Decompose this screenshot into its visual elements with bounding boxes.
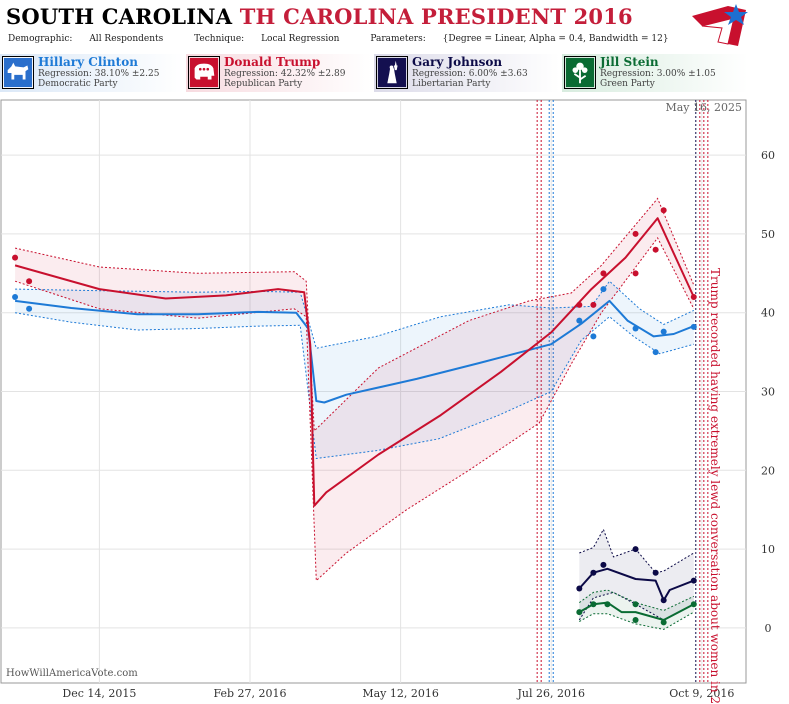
poll-chart: 0 10 20 30 40 50 60 Dec 14, 2015 Feb 27, 2016 May… — [0, 99, 775, 704]
candidate-party: Libertarian Party — [412, 79, 491, 89]
data-point — [576, 317, 583, 324]
y-tick-label: 30 — [761, 386, 775, 399]
y-tick-label: 60 — [761, 149, 775, 162]
candidate-name: Hillary Clinton — [38, 55, 138, 69]
y-tick-label: 40 — [761, 307, 775, 320]
data-point — [590, 569, 597, 576]
elephant-icon — [188, 56, 220, 89]
parameters-label: Parameters: — [370, 34, 426, 44]
series-line — [14, 299, 695, 404]
data-point — [600, 561, 607, 568]
data-point — [12, 254, 19, 261]
title-state: SOUTH CAROLINA — [6, 4, 233, 29]
y-tick-label: 10 — [761, 543, 775, 556]
legend-item-johnson: Gary Johnson Regression: 6.00% ±3.63 Lib… — [374, 54, 560, 92]
demographic-label: Demographic: — [8, 34, 73, 44]
data-point — [690, 293, 697, 300]
data-point — [632, 601, 639, 608]
demographic-value: All Respondents — [89, 34, 164, 44]
data-point — [660, 619, 667, 626]
candidate-party: Green Party — [600, 79, 655, 89]
data-point — [576, 609, 583, 616]
date-label: May 16, 2025 — [665, 101, 742, 114]
flower-icon — [564, 56, 596, 89]
data-point — [26, 305, 33, 312]
confidence-band — [15, 281, 694, 459]
y-tick-label: 20 — [761, 464, 775, 477]
data-point — [660, 328, 667, 335]
event-annotation: Trump recorded having extremely lewd con… — [708, 268, 722, 704]
upper-bound-line — [14, 197, 695, 433]
lower-bound-line — [579, 611, 695, 630]
site-logo-icon — [692, 4, 748, 46]
data-point — [632, 270, 639, 277]
data-point — [600, 286, 607, 293]
candidate-name: Gary Johnson — [412, 55, 503, 69]
technique-label: Technique: — [194, 34, 245, 44]
data-point — [632, 230, 639, 237]
parameters-line: Demographic: All Respondents Technique: … — [8, 34, 697, 44]
data-point — [660, 207, 667, 214]
chart-title: SOUTH CAROLINA TH CAROLINA PRESIDENT 201… — [6, 4, 633, 29]
lower-bound-line — [578, 591, 695, 621]
data-point — [12, 293, 19, 300]
data-point — [590, 333, 597, 340]
data-point — [590, 301, 597, 308]
candidate-name: Jill Stein — [600, 55, 659, 69]
site-credit: HowWillAmericaVote.com — [6, 668, 138, 679]
candidate-party: Republican Party — [224, 79, 303, 89]
candidate-regression: Regression: 6.00% ±3.63 — [412, 69, 528, 79]
y-tick-label: 50 — [761, 228, 775, 241]
upper-bound-line — [579, 528, 695, 574]
x-tick-label: Jul 26, 2016 — [516, 687, 585, 700]
data-point — [690, 601, 697, 608]
x-tick-label: Dec 14, 2015 — [62, 687, 136, 700]
upper-bound-line — [579, 589, 695, 612]
x-tick-label: May 12, 2016 — [362, 687, 439, 700]
data-point — [632, 546, 639, 553]
data-point — [632, 325, 639, 332]
parameters-value: {Degree = Linear, Alpha = 0.4, Bandwidth… — [442, 34, 669, 44]
legend-item-trump: Donald Trump Regression: 42.32% ±2.89 Re… — [186, 54, 372, 92]
lower-bound-line — [15, 312, 694, 460]
candidate-regression: Regression: 42.32% ±2.89 — [224, 69, 346, 79]
y-tick-label: 0 — [765, 622, 772, 635]
title-race: TH CAROLINA PRESIDENT 2016 — [239, 4, 633, 29]
x-tick-label: Oct 9, 2016 — [669, 687, 734, 700]
data-point — [26, 278, 33, 285]
donkey-icon — [2, 56, 34, 89]
data-point — [600, 270, 607, 277]
x-tick-label: Feb 27, 2016 — [213, 687, 286, 700]
data-point — [660, 597, 667, 604]
series-line — [14, 217, 695, 507]
candidate-party: Democratic Party — [38, 79, 118, 89]
data-point — [590, 601, 597, 608]
statue-of-liberty-icon — [376, 56, 408, 89]
data-point — [690, 323, 697, 330]
upper-bound-line — [15, 280, 695, 349]
data-point — [632, 616, 639, 623]
data-point — [576, 585, 583, 592]
legend-item-stein: Jill Stein Regression: 3.00% ±1.05 Green… — [562, 54, 748, 92]
candidate-regression: Regression: 3.00% ±1.05 — [600, 69, 716, 79]
lower-bound-line — [14, 236, 695, 582]
data-point — [690, 577, 697, 584]
candidate-name: Donald Trump — [224, 55, 321, 69]
data-point — [652, 569, 659, 576]
data-point — [652, 349, 659, 356]
candidate-regression: Regression: 38.10% ±2.25 — [38, 69, 160, 79]
data-point — [652, 246, 659, 253]
technique-value: Local Regression — [261, 34, 340, 44]
confidence-band — [15, 198, 694, 581]
legend-item-clinton: Hillary Clinton Regression: 38.10% ±2.25… — [0, 54, 184, 92]
data-point — [576, 301, 583, 308]
data-point — [604, 601, 611, 608]
